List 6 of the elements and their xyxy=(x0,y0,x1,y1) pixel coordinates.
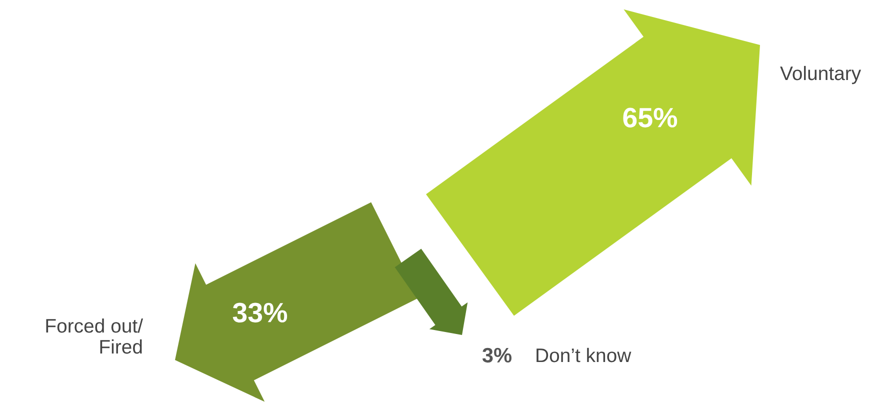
data-label: 65% xyxy=(623,108,678,128)
category-label: Forced out/ Fired xyxy=(46,318,144,354)
data-label: 3% xyxy=(482,348,512,363)
category-label: Don’t know xyxy=(536,348,632,362)
category-label: Voluntary xyxy=(780,66,862,84)
data-label: 33% xyxy=(232,302,288,322)
